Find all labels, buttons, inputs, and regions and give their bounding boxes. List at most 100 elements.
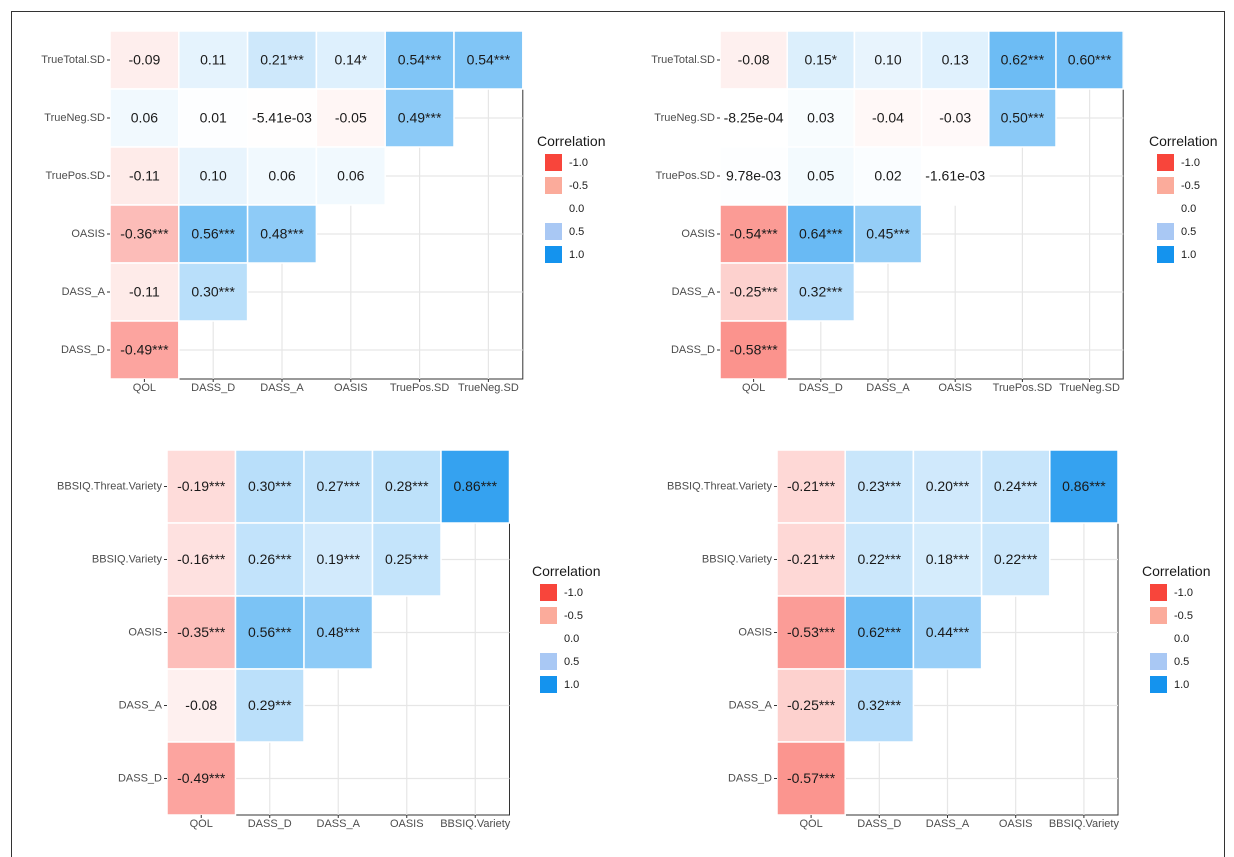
heatmap-cell — [166, 449, 237, 524]
y-tick-label: TruePos.SD — [45, 170, 105, 182]
heatmap-panel-3: -0.19*** 0.30*** 0.27*** 0.28*** 0.86*** -0.1… — [57, 449, 511, 830]
cell-label: 0.22*** — [858, 551, 902, 567]
figure-frame — [11, 11, 1225, 857]
legend-key — [1157, 246, 1174, 263]
legend-key — [1157, 177, 1174, 194]
y-tick-label: DASS_D — [728, 772, 772, 784]
heatmap-cell — [719, 320, 788, 380]
cell-label: 0.54*** — [398, 52, 442, 68]
cell-label: 0.15* — [804, 52, 837, 68]
y-tick-label: DASS_A — [672, 286, 716, 298]
cell-label: -0.09 — [128, 52, 160, 68]
cell-label: 0.14* — [334, 52, 367, 68]
heatmap-cell — [384, 88, 455, 148]
heatmap-cell — [980, 522, 1051, 597]
legend-key — [540, 607, 557, 624]
heatmap-cell — [776, 522, 846, 597]
legend: Correlation -1.0 -0.5 0.0 0.5 1.0 — [1149, 133, 1217, 263]
x-tick-label: DASS_D — [248, 818, 292, 830]
x-tick-label: QOL — [799, 818, 822, 830]
cell-label: 0.45*** — [866, 226, 910, 242]
legend-key — [540, 676, 557, 693]
heatmap-cell — [315, 30, 386, 90]
cell-label: -0.19*** — [177, 478, 226, 494]
heatmap-cell — [920, 88, 990, 148]
legend-label: 0.5 — [569, 226, 584, 238]
heatmap-cell — [980, 449, 1051, 524]
cell-label: 0.30*** — [248, 478, 292, 494]
heatmap-cell — [109, 262, 180, 322]
legend-key — [1157, 154, 1174, 171]
cell-label: 0.21*** — [260, 52, 304, 68]
cell-label: 0.10 — [874, 52, 901, 68]
cell-label: -0.03 — [939, 110, 971, 126]
legend-key — [1150, 607, 1167, 624]
heatmap-cell — [719, 88, 788, 148]
cell-label: -0.58*** — [729, 342, 778, 358]
y-tick-label: OASIS — [681, 228, 715, 240]
x-tick-label: DASS_D — [799, 382, 843, 394]
heatmap-cell — [246, 204, 318, 264]
legend-label: 1.0 — [569, 249, 584, 261]
x-tick-label: OASIS — [938, 382, 972, 394]
cell-label: 0.48*** — [316, 624, 360, 640]
heatmap-panel-2: -0.08 0.15* 0.10 0.13 0.62*** 0.60*** -8.25e-0… — [651, 30, 1124, 394]
y-tick-label: BBSIQ.Threat.Variety — [57, 480, 162, 492]
y-tick-label: TrueTotal.SD — [41, 54, 105, 66]
legend-key — [540, 630, 557, 647]
cell-label: 0.01 — [200, 110, 227, 126]
legend-label: 0.0 — [1181, 203, 1196, 215]
cell-label: -5.41e-03 — [252, 110, 312, 126]
legend-key — [1150, 584, 1167, 601]
cell-label: 0.05 — [807, 168, 834, 184]
heatmap-cell — [920, 146, 990, 206]
heatmap-cell — [440, 449, 511, 524]
cell-label: 0.86*** — [453, 478, 497, 494]
legend-key — [540, 653, 557, 670]
legend: Correlation -1.0 -0.5 0.0 0.5 1.0 — [532, 563, 600, 693]
heatmap-cell — [166, 668, 237, 743]
heatmap-cell — [1055, 30, 1124, 90]
heatmap-cell — [786, 204, 856, 264]
legend-key — [1150, 630, 1167, 647]
x-tick-label: BBSIQ.Variety — [1049, 818, 1120, 830]
cell-label: -0.49*** — [120, 342, 169, 358]
heatmap-cell — [786, 262, 856, 322]
cell-label: 0.18*** — [926, 551, 970, 567]
legend-label: 0.0 — [564, 633, 579, 645]
cell-label: -0.08 — [185, 697, 217, 713]
cell-label: -0.57*** — [787, 770, 836, 786]
cell-label: 0.54*** — [467, 52, 511, 68]
cell-label: 0.30*** — [191, 284, 235, 300]
cell-label: 0.60*** — [1068, 52, 1112, 68]
x-tick-label: OASIS — [334, 382, 368, 394]
legend-key — [545, 200, 562, 217]
legend-label: -1.0 — [569, 157, 588, 169]
y-tick-label: DASS_A — [62, 286, 106, 298]
cell-label: 0.62*** — [858, 624, 902, 640]
heatmap-cell — [178, 30, 249, 90]
heatmap-cell — [912, 595, 983, 670]
x-tick-label: QOL — [742, 382, 765, 394]
x-tick-label: TrueNeg.SD — [1059, 382, 1120, 394]
cell-label: 0.27*** — [316, 478, 360, 494]
x-tick-label: DASS_D — [857, 818, 901, 830]
heatmap-cell — [178, 146, 249, 206]
heatmap-cell — [303, 595, 374, 670]
heatmap-cell — [234, 595, 305, 670]
cell-label: 0.23*** — [858, 478, 902, 494]
y-tick-label: OASIS — [71, 228, 105, 240]
heatmap-cell — [315, 146, 386, 206]
legend-label: 1.0 — [1174, 679, 1189, 691]
legend-key — [1157, 223, 1174, 240]
y-tick-label: OASIS — [128, 626, 162, 638]
heatmap-cell — [786, 146, 856, 206]
y-tick-label: TrueNeg.SD — [654, 112, 715, 124]
cell-label: -0.21*** — [787, 478, 836, 494]
cell-label: 0.20*** — [926, 478, 970, 494]
legend-label: 0.5 — [1174, 656, 1189, 668]
heatmap-cell — [453, 30, 524, 90]
heatmap-panel-1: -0.09 0.11 0.21*** 0.14* 0.54*** 0.54*** 0.06 0… — [41, 30, 524, 394]
legend-key — [545, 177, 562, 194]
